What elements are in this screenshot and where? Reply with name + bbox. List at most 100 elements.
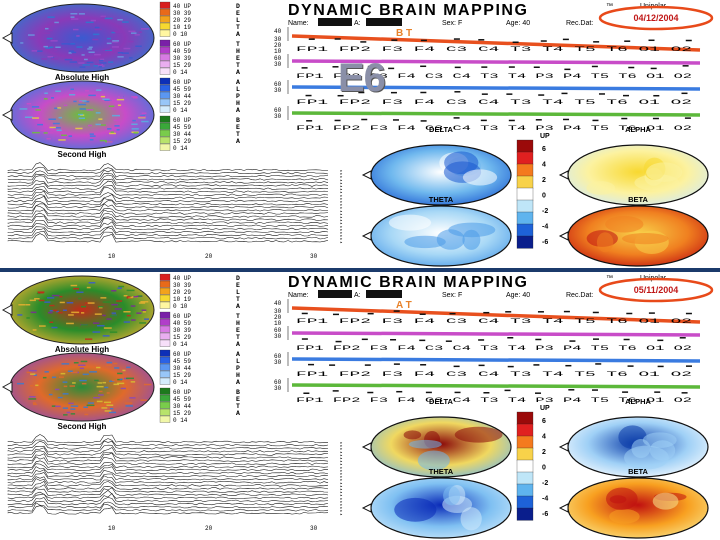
topo-blob: [646, 162, 683, 182]
trend-tick: [390, 338, 397, 341]
eeg-trace: [7, 233, 329, 243]
thumb-texture: [86, 61, 94, 64]
trend-tick: [592, 119, 599, 122]
legend-swatch: [159, 325, 171, 333]
electrode-labels: FP1 FP2 F3 F4 C3 C4 T3 T4 T5 T6 O1 O2: [296, 371, 692, 378]
eeg-channel-marker: ▸: [340, 216, 343, 221]
legend-swatch: [159, 377, 171, 385]
legend-swatch: [159, 318, 171, 326]
legend-band-letter: L: [236, 358, 240, 365]
trend-tick: [420, 39, 427, 42]
scale-tick: -2: [542, 208, 548, 215]
topo-blob: [605, 487, 638, 511]
thumb-texture: [138, 295, 143, 297]
thumb-texture: [85, 90, 90, 92]
eeg-channel-marker: ▸: [340, 512, 343, 517]
trend-tick: [628, 66, 635, 69]
thumb-texture: [76, 46, 83, 48]
legend-value: 0 14: [173, 145, 188, 152]
topo-blob: [596, 232, 614, 253]
electrode-labels: FP1 FP2 F3 F4 C3 C4 T3 T4 T5 T6 O1 O2: [296, 46, 692, 53]
legend-band-letter: T: [236, 403, 240, 410]
thumb-texture: [55, 90, 61, 92]
thumb-texture: [57, 107, 62, 109]
trend-tick: [393, 310, 400, 312]
topo-blob: [609, 509, 640, 524]
legend-swatch: [159, 143, 171, 151]
topo-blob: [586, 181, 616, 195]
eeg-trace: [7, 230, 329, 240]
thumb-texture: [87, 302, 95, 304]
thumb-texture: [117, 52, 123, 54]
thumb-texture: [47, 304, 51, 306]
thumb-texture: [102, 314, 106, 317]
thumb-texture: [108, 105, 115, 107]
sex-label: Sex: F: [442, 292, 462, 299]
trend-tick: [332, 313, 339, 316]
thumb-texture: [104, 386, 109, 389]
thumb-texture: [129, 397, 136, 399]
thumb-texture: [62, 393, 69, 395]
trend-line: [291, 34, 701, 52]
scale-tick: 2: [542, 449, 546, 456]
topo-blob: [388, 214, 432, 231]
trend-tick: [504, 389, 511, 392]
thumb-texture: [81, 324, 88, 326]
eeg-channel-marker: ▸: [340, 463, 343, 468]
age-label: Age: 40: [506, 20, 530, 27]
redacted-name: [318, 290, 352, 298]
thumb-texture: [61, 134, 67, 136]
scale-swatch: [516, 471, 534, 485]
trend-tick: [507, 365, 514, 368]
trend-axis-tick: 30: [274, 308, 282, 315]
eeg-channel-marker: ▸: [340, 197, 343, 202]
thumb-texture: [44, 92, 48, 94]
legend-value: 30 44: [173, 365, 191, 372]
thumb-texture: [73, 100, 77, 103]
legend-swatch: [159, 15, 171, 23]
trend-tick: [684, 117, 691, 119]
thumb-texture: [99, 139, 107, 142]
thumb-texture: [32, 131, 40, 134]
legend-swatch: [159, 22, 171, 30]
thumb-texture: [20, 42, 24, 44]
thumb-texture: [111, 46, 119, 48]
eeg-axis-tick: 20: [205, 525, 213, 532]
thumb-texture: [117, 372, 123, 375]
trend-tick: [533, 66, 540, 68]
trend-tick: [627, 365, 634, 367]
thumb-texture: [112, 41, 119, 43]
trend-tick: [420, 120, 427, 122]
date-highlight-circle: [598, 277, 714, 303]
thumb-texture: [88, 94, 96, 97]
trend-tick: [449, 312, 456, 315]
thumb-texture: [70, 408, 76, 410]
trend-tick: [419, 313, 426, 315]
eeg-channel-marker: ▸: [340, 185, 343, 190]
thumb-texture: [49, 46, 54, 48]
legend-value: 30 39: [173, 282, 191, 289]
trend-tick: [425, 391, 432, 394]
thumb-texture: [37, 123, 43, 126]
legend-swatch: [159, 115, 171, 123]
thumb-texture: [106, 364, 112, 366]
thumb-texture: [111, 312, 117, 314]
thumb-texture: [33, 403, 38, 406]
legend-swatch: [159, 301, 171, 309]
thumb-texture: [34, 298, 40, 300]
redacted-name: [318, 18, 352, 26]
trend-tick: [679, 337, 686, 339]
scale-swatch: [516, 459, 534, 473]
nose-marker: [558, 231, 569, 241]
topo-blob: [417, 450, 450, 471]
topo-map-theta: [370, 477, 512, 539]
legend-swatch: [159, 387, 171, 395]
thumb-texture: [118, 285, 125, 288]
thumb-texture: [68, 402, 74, 405]
thumb-texture: [47, 29, 53, 32]
thumb-texture: [71, 51, 77, 54]
eeg-trace: [7, 484, 329, 493]
thumb-texture: [98, 66, 102, 68]
eeg-channel-marker: ▸: [340, 225, 343, 230]
